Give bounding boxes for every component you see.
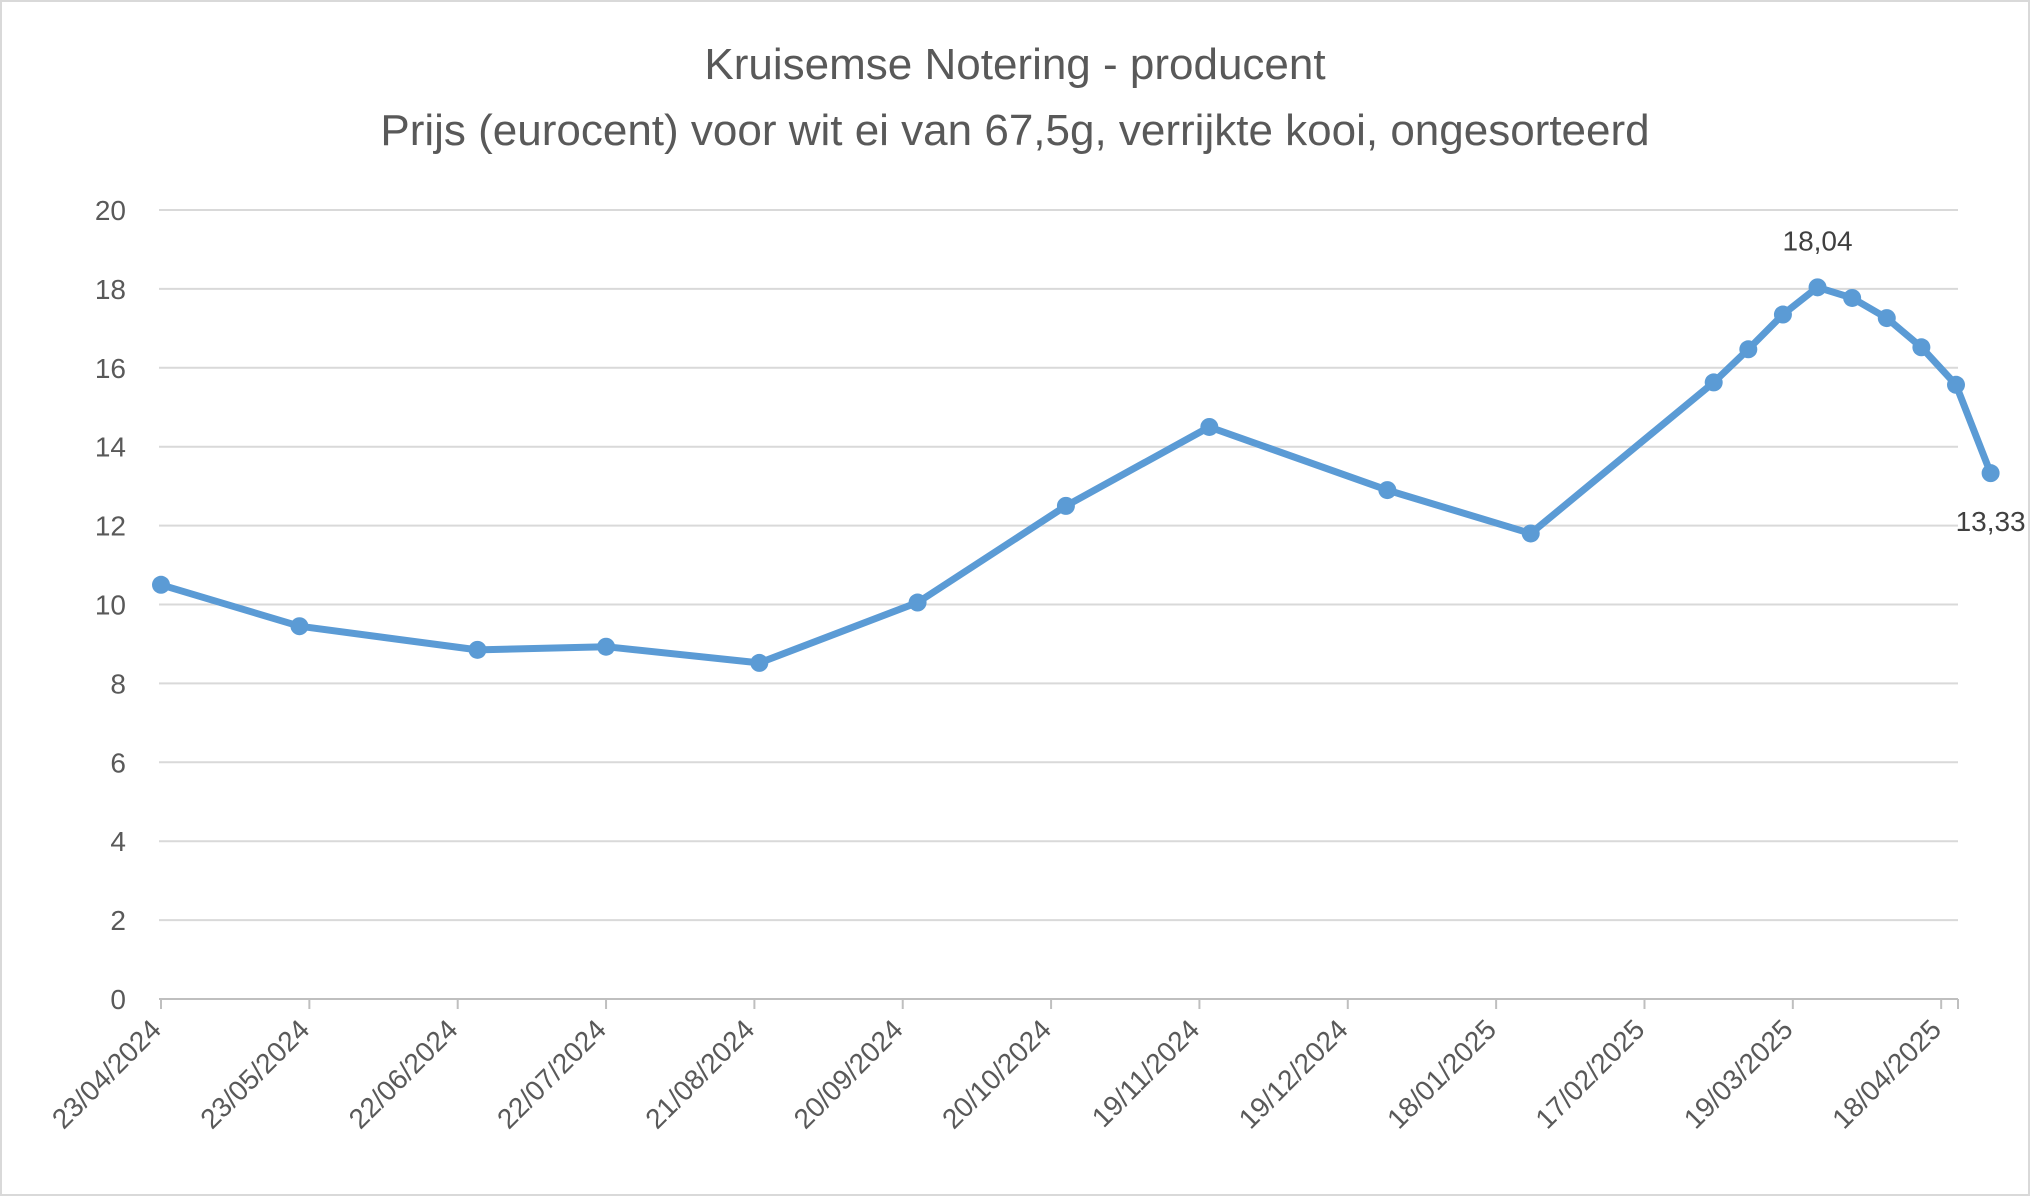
data-point xyxy=(152,575,170,594)
data-label: 18,04 xyxy=(1783,225,1853,256)
y-tick-label: 6 xyxy=(110,747,126,778)
series-line xyxy=(157,283,1995,667)
data-point xyxy=(908,593,927,612)
data-point xyxy=(750,653,769,672)
data-point xyxy=(1056,496,1075,515)
chart-subtitle: Prijs (eurocent) voor wit ei van 67,5g, … xyxy=(380,106,1649,155)
data-point xyxy=(1808,278,1827,297)
data-point xyxy=(1704,373,1723,392)
x-axis: 23/04/2024 23/05/2024 22/06/2024 22/07/2024… xyxy=(46,999,1959,1135)
grid-layer xyxy=(159,209,1958,1000)
data-point xyxy=(1981,464,2000,483)
x-tick-label: 19/03/2025 xyxy=(1678,1014,1799,1135)
data-point xyxy=(1773,305,1792,324)
y-tick-label: 18 xyxy=(95,274,126,305)
data-point xyxy=(1739,340,1758,359)
data-label: 13,33 xyxy=(1956,506,2026,537)
data-point xyxy=(1378,481,1397,500)
data-labels: 18,04 13,33 xyxy=(1783,225,2026,537)
data-point xyxy=(1877,309,1896,328)
y-tick-label: 12 xyxy=(95,511,126,542)
x-tick-label: 23/05/2024 xyxy=(194,1014,315,1135)
y-axis-ticks: 0 2 4 6 8 10 12 14 16 18 20 xyxy=(95,195,126,1015)
x-tick-label: 20/10/2024 xyxy=(936,1014,1057,1135)
y-tick-label: 10 xyxy=(95,590,126,621)
x-tick-label: 21/08/2024 xyxy=(639,1014,760,1135)
y-tick-label: 4 xyxy=(110,826,126,857)
data-point xyxy=(1912,338,1931,357)
data-point xyxy=(468,640,487,659)
x-tick-label: 22/06/2024 xyxy=(343,1014,464,1135)
x-tick-label: 20/09/2024 xyxy=(788,1014,909,1135)
y-tick-label: 16 xyxy=(95,353,126,384)
data-point xyxy=(1521,524,1540,543)
y-tick-label: 8 xyxy=(110,668,126,699)
y-tick-label: 0 xyxy=(110,984,126,1015)
x-tick-label: 22/07/2024 xyxy=(491,1014,612,1135)
x-tick-label: 19/12/2024 xyxy=(1233,1014,1354,1135)
data-point xyxy=(597,637,616,656)
chart-title: Kruisemse Notering - producent xyxy=(704,40,1325,89)
y-tick-label: 2 xyxy=(110,905,126,936)
y-tick-label: 14 xyxy=(95,432,126,463)
data-point xyxy=(1200,417,1219,436)
x-tick-label: 23/04/2024 xyxy=(46,1014,167,1135)
series-layer xyxy=(152,278,2000,672)
x-tick-label: 17/02/2025 xyxy=(1529,1014,1650,1135)
x-tick-label: 18/01/2025 xyxy=(1381,1014,1502,1135)
x-tick-label: 19/11/2024 xyxy=(1086,1014,1206,1134)
data-point xyxy=(1843,288,1862,307)
data-point xyxy=(290,617,309,636)
data-point xyxy=(1947,375,1965,394)
x-tick-label: 18/04/2025 xyxy=(1826,1014,1947,1135)
y-tick-label: 20 xyxy=(95,195,126,226)
